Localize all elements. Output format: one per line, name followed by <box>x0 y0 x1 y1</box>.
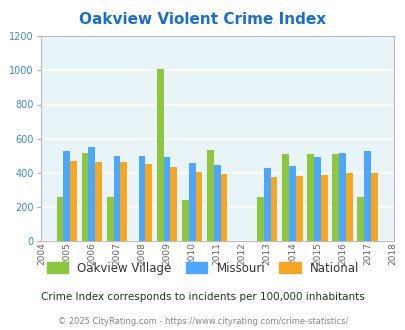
Bar <box>256 197 263 241</box>
Bar <box>332 154 338 241</box>
Bar <box>363 150 370 241</box>
Bar <box>188 163 195 241</box>
Bar <box>213 165 220 241</box>
Bar <box>163 157 170 241</box>
Bar <box>157 69 163 241</box>
Bar <box>107 197 113 241</box>
Bar <box>181 200 188 241</box>
Bar <box>145 164 152 241</box>
Bar <box>113 156 120 241</box>
Bar <box>81 153 88 241</box>
Bar <box>88 148 95 241</box>
Legend: Oakview Village, Missouri, National: Oakview Village, Missouri, National <box>47 262 358 275</box>
Bar <box>263 168 270 241</box>
Bar <box>313 156 320 241</box>
Text: Crime Index corresponds to incidents per 100,000 inhabitants: Crime Index corresponds to incidents per… <box>41 292 364 302</box>
Bar <box>281 154 288 241</box>
Bar <box>170 167 177 241</box>
Bar <box>345 173 352 241</box>
Bar <box>320 175 327 241</box>
Bar <box>120 162 127 241</box>
Bar <box>288 166 295 241</box>
Bar <box>138 156 145 241</box>
Bar <box>307 154 313 241</box>
Bar <box>95 162 102 241</box>
Bar <box>338 153 345 241</box>
Bar <box>195 172 202 241</box>
Bar <box>57 197 63 241</box>
Bar <box>356 197 363 241</box>
Text: Oakview Violent Crime Index: Oakview Violent Crime Index <box>79 12 326 27</box>
Bar <box>295 176 302 241</box>
Bar <box>207 150 213 241</box>
Bar <box>270 177 277 241</box>
Bar <box>220 174 227 241</box>
Text: © 2025 CityRating.com - https://www.cityrating.com/crime-statistics/: © 2025 CityRating.com - https://www.city… <box>58 317 347 326</box>
Bar <box>70 161 77 241</box>
Bar <box>370 173 377 241</box>
Bar <box>63 151 70 241</box>
